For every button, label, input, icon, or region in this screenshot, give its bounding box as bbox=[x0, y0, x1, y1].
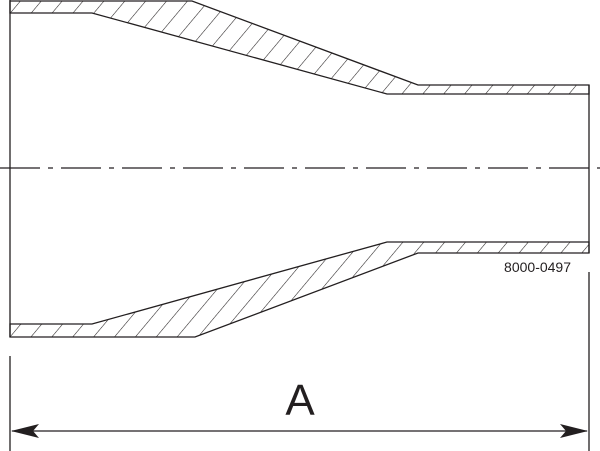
dimension-label-a: A bbox=[285, 376, 315, 425]
top-wall-section bbox=[9, 0, 590, 95]
bottom-wall-section bbox=[9, 241, 590, 338]
part-number-label: 8000-0497 bbox=[504, 259, 571, 275]
